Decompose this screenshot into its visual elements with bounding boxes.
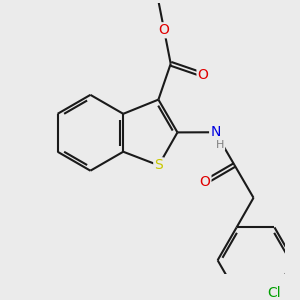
Text: O: O (159, 23, 170, 37)
Text: H: H (216, 140, 224, 150)
Text: O: O (200, 175, 210, 189)
Text: S: S (154, 158, 163, 172)
Text: O: O (197, 68, 208, 82)
Text: Cl: Cl (268, 286, 281, 300)
Text: N: N (210, 125, 220, 139)
